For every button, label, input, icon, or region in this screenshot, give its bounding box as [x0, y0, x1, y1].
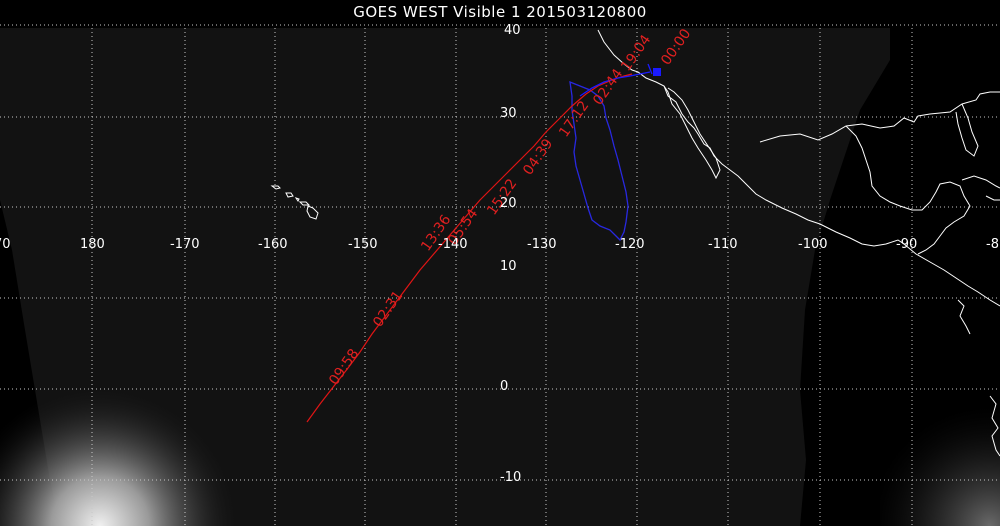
terminator-glow — [0, 380, 260, 526]
longitude-label: -130 — [527, 237, 557, 252]
lat-lon-grid — [0, 24, 1000, 526]
longitude-label: -110 — [708, 237, 738, 252]
longitude-label: -150 — [348, 237, 378, 252]
cloud-outline-contour — [569, 80, 629, 242]
longitude-label: -100 — [798, 237, 828, 252]
terminator-glow-east — [880, 400, 1000, 526]
latitude-label: 20 — [500, 196, 517, 211]
latitude-label: 0 — [500, 379, 508, 394]
longitude-label: 180 — [80, 237, 105, 252]
longitude-label: -140 — [438, 237, 468, 252]
longitude-label: -120 — [615, 237, 645, 252]
latitude-label: -10 — [500, 470, 521, 485]
origin-marker — [653, 68, 661, 76]
trajectory-tick — [647, 63, 653, 75]
latitude-label: 10 — [500, 259, 517, 274]
trajectory-forecast-line — [306, 73, 633, 423]
longitude-label: 70 — [0, 237, 11, 252]
latitude-labels: 40 30 20 10 0 -10 — [500, 23, 521, 485]
longitude-labels: 70 180 -170 -160 -150 -140 -130 -120 -11… — [0, 237, 999, 252]
latitude-label: 40 — [504, 23, 521, 38]
coastline — [597, 29, 1000, 457]
longitude-label: -170 — [170, 237, 200, 252]
latitude-label: 30 — [500, 106, 517, 121]
longitude-label: -90 — [896, 237, 917, 252]
hawaii-islands — [270, 185, 319, 220]
image-title: GOES WEST Visible 1 201503120800 — [353, 3, 647, 21]
trajectory-observed-line — [579, 71, 651, 97]
longitude-label: -160 — [258, 237, 288, 252]
longitude-label: -8 — [986, 237, 999, 252]
